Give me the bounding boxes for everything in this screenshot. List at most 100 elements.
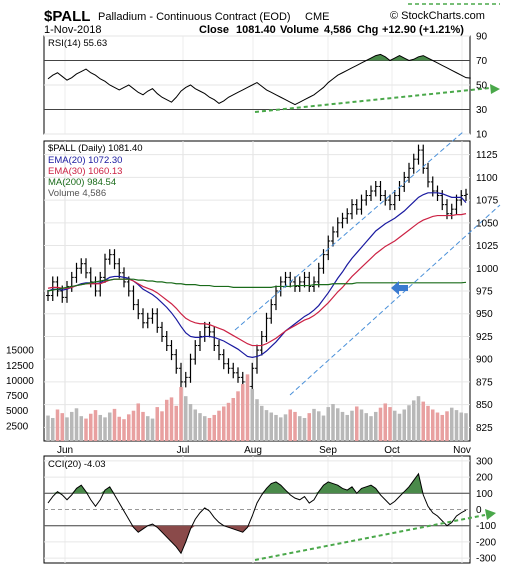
volume-bar (79, 416, 84, 441)
volume-bar (274, 414, 278, 441)
price-bar (202, 321, 207, 342)
stockcharts-brand[interactable]: © StockCharts.com (390, 10, 485, 22)
price-bar (160, 321, 164, 342)
price-bar (46, 290, 50, 301)
price-bar (174, 349, 179, 374)
volume-bar (345, 414, 350, 441)
volume-bar (122, 419, 126, 441)
volume-bar (193, 409, 198, 441)
price-bar (131, 285, 136, 311)
price-bar (449, 203, 454, 220)
close-value: 1081.40 (236, 24, 276, 36)
price-bar (212, 326, 217, 351)
volume-bar (98, 414, 103, 441)
volume-bar (459, 412, 464, 441)
volume-bar (141, 411, 145, 441)
cci-tick-label: 200 (476, 473, 493, 484)
price-bar (169, 340, 174, 361)
volume-bar (312, 408, 316, 441)
x-tick-label: Jun (57, 445, 73, 456)
price-bar (193, 340, 198, 365)
volume-legend: Volume 4,586 (48, 188, 107, 199)
rsi-support-arrow-icon (490, 84, 500, 94)
price-bar (274, 285, 278, 311)
price-bar (293, 276, 297, 292)
price-bar (397, 181, 402, 201)
price-tick-label: 875 (476, 377, 493, 388)
cci-tick-label: -200 (476, 537, 496, 548)
price-bar (74, 262, 79, 283)
close-label: Close (199, 24, 229, 36)
volume-tick-label: 2500 (6, 421, 29, 432)
volume-bar (46, 415, 50, 441)
x-tick-label: Sep (319, 445, 337, 456)
volume-bar (283, 414, 288, 441)
price-bar (302, 271, 307, 288)
volume-bar (155, 407, 160, 441)
volume-bar (297, 416, 302, 441)
rsi-tick-label: 10 (476, 130, 488, 141)
x-tick-label: Oct (384, 445, 400, 456)
volume-bar (335, 408, 340, 441)
price-bar (250, 362, 255, 392)
price-tick-label: 900 (476, 355, 493, 366)
volume-bar (316, 411, 321, 441)
rsi-support-line (254, 87, 491, 113)
price-bar (69, 271, 74, 292)
cci-tick-label: 300 (476, 456, 493, 467)
rsi-tick-label: 30 (476, 105, 488, 116)
volume-bar (430, 409, 435, 441)
price-bar (136, 299, 141, 320)
price-bar (221, 349, 226, 370)
volume-bar (207, 417, 212, 441)
price-bar (316, 262, 321, 288)
price-bar (236, 367, 240, 383)
volume-bar (445, 411, 449, 441)
price-bar (445, 199, 449, 220)
rsi-legend: RSI(14) 55.63 (48, 38, 108, 49)
price-bar (79, 258, 84, 274)
price-bar (155, 308, 160, 333)
rsi-line (47, 53, 471, 106)
cci-legend: CCI(20) -4.03 (48, 459, 106, 470)
volume-bar (174, 405, 179, 441)
volume-bar (255, 399, 259, 441)
volume-bar (84, 418, 88, 441)
price-bar (217, 340, 221, 361)
volume-bar (160, 411, 164, 441)
price-bar (231, 362, 236, 379)
volume-bar (369, 416, 373, 441)
price-bar (179, 362, 183, 388)
price-bar (107, 249, 112, 265)
price-bar (411, 153, 416, 174)
cci-tick-label: -300 (476, 554, 496, 565)
rsi-overbought-fill (48, 54, 471, 61)
price-bar (407, 162, 411, 183)
price-tick-label: 1050 (476, 218, 499, 229)
volume-bar (321, 415, 326, 441)
price-bar (150, 308, 155, 324)
price-bar (88, 267, 93, 288)
price-bar (283, 271, 288, 288)
volume-bar (236, 391, 240, 441)
chg-label: Chg (357, 24, 379, 36)
volume-bar (350, 410, 354, 441)
volume-bar (307, 413, 312, 441)
volume-bar (183, 396, 188, 441)
volume-bar (55, 409, 60, 441)
rsi-tick-label: 70 (476, 56, 488, 67)
volume-bar (198, 413, 202, 441)
volume-tick-label: 5000 (6, 406, 29, 417)
volume-label: Volume (280, 24, 319, 36)
price-bar (55, 276, 60, 297)
price-bar (421, 144, 426, 174)
volume-bar (226, 402, 231, 441)
support-arrow-icon (391, 281, 408, 295)
x-tick-label: Aug (244, 445, 262, 456)
price-tick-label: 925 (476, 332, 493, 343)
volume-bar (378, 407, 383, 441)
price-tick-label: 1025 (476, 241, 499, 252)
price-bar (426, 162, 430, 188)
volume-bar (145, 416, 150, 441)
